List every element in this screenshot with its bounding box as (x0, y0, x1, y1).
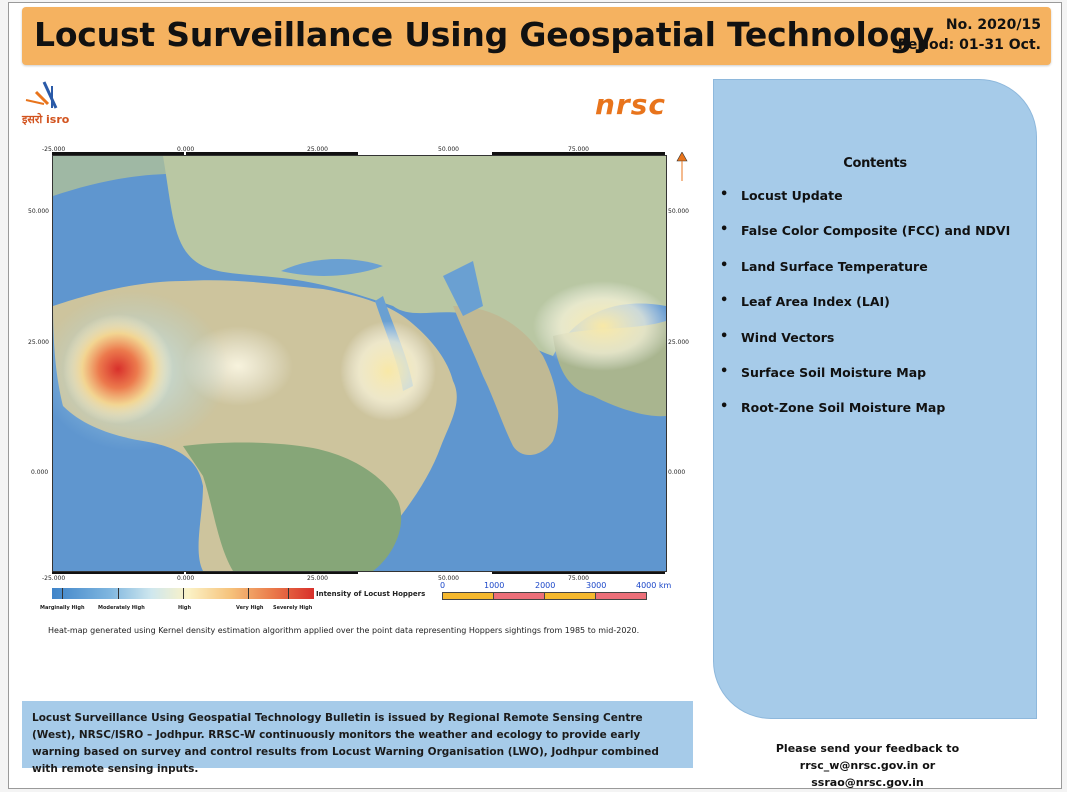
isro-logo-icon (25, 81, 58, 109)
bulletin-title: Locust Surveillance Using Geospatial Tec… (34, 15, 934, 54)
x-tick-bottom: 0.000 (177, 575, 195, 582)
y-tick-left: 25.000 (28, 339, 49, 346)
isro-wordmark: इसरो isro (22, 113, 70, 126)
bulletin-info-box: Locust Surveillance Using Geospatial Tec… (22, 701, 693, 775)
locust-heatmap (52, 155, 667, 572)
scale-label: 1000 (484, 581, 505, 590)
legend-title: Intensity of Locust Hoppers (316, 590, 426, 598)
scale-bar-segment (595, 592, 647, 600)
feedback-line: Please send your feedback to (775, 742, 960, 755)
scale-label: 0 (440, 581, 446, 590)
x-tick-bottom: 50.000 (438, 575, 459, 582)
x-tick-bottom: 75.000 (568, 575, 589, 582)
scale-label: 2000 (535, 581, 556, 590)
feedback-emails[interactable]: rrsc_w@nrsc.gov.in or ssrao@nrsc.gov.in (799, 759, 936, 789)
legend-level: Severely High (273, 605, 313, 611)
y-tick-left: 0.000 (31, 469, 49, 476)
x-tick-bottom: -25.000 (42, 575, 66, 582)
contents-panel: Contents Locust Update False Color Compo… (713, 79, 1037, 719)
contents-title: Contents (843, 156, 907, 171)
scale-label: 4000 km (636, 581, 672, 590)
contents-item[interactable]: Locust Update (720, 187, 1010, 223)
scale-bar-segment (544, 592, 596, 600)
y-tick-right: 25.000 (668, 339, 689, 346)
contents-item[interactable]: Land Surface Temperature (720, 258, 1010, 294)
y-tick-right: 50.000 (668, 208, 689, 215)
map-bottom-scale-bar (52, 570, 665, 574)
x-tick-top: 0.000 (177, 146, 195, 153)
x-tick-bottom: 25.000 (307, 575, 328, 582)
contents-item[interactable]: False Color Composite (FCC) and NDVI (720, 222, 1010, 258)
header-banner: Locust Surveillance Using Geospatial Tec… (22, 7, 1051, 65)
contents-item[interactable]: Wind Vectors (720, 329, 1010, 365)
legend-level: High (178, 605, 192, 611)
issue-info: No. 2020/15 Period: 01-31 Oct. (898, 15, 1041, 55)
legend-level: Moderately High (98, 605, 145, 611)
feedback-note: Please send your feedback to rrsc_w@nrsc… (745, 740, 990, 791)
legend-level: Very High (236, 605, 264, 611)
scale-bar-segment (493, 592, 545, 600)
heatmap-image (53, 156, 666, 571)
y-tick-left: 50.000 (28, 208, 49, 215)
scale-label: 3000 (586, 581, 607, 590)
north-arrow-icon (676, 152, 688, 181)
contents-item[interactable]: Root-Zone Soil Moisture Map (720, 399, 1010, 435)
x-tick-top: 50.000 (438, 146, 459, 153)
issue-period: Period: 01-31 Oct. (897, 37, 1041, 53)
nrsc-logo: nrsc (595, 88, 667, 121)
legend-level: Marginally High (40, 605, 85, 611)
bulletin-info-text: Locust Surveillance Using Geospatial Tec… (32, 712, 659, 775)
x-tick-top: 75.000 (568, 146, 589, 153)
map-caption: Heat-map generated using Kernel density … (48, 626, 640, 635)
issue-number: No. 2020/15 (945, 17, 1041, 33)
y-tick-right: 0.000 (668, 469, 686, 476)
contents-list: Locust Update False Color Composite (FCC… (720, 187, 1010, 436)
x-tick-top: -25.000 (42, 146, 66, 153)
scale-bar-segment (442, 592, 494, 600)
x-tick-top: 25.000 (307, 146, 328, 153)
contents-item[interactable]: Surface Soil Moisture Map (720, 364, 1010, 400)
map-top-scale-bar (52, 152, 665, 156)
contents-item[interactable]: Leaf Area Index (LAI) (720, 293, 1010, 329)
